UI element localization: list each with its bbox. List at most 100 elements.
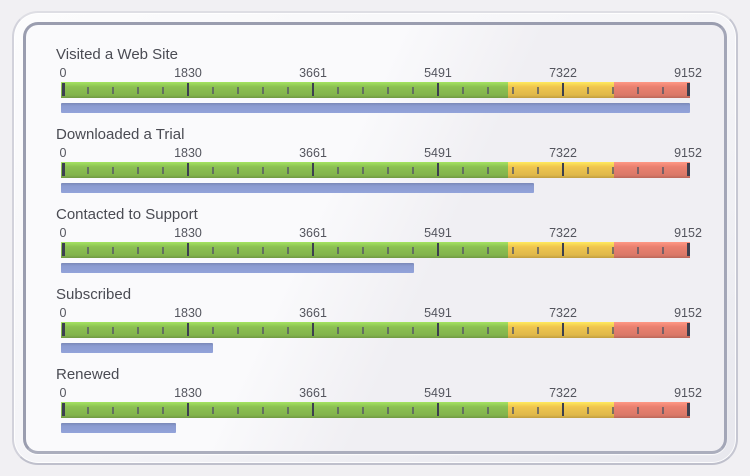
range-good bbox=[61, 82, 508, 98]
minor-tick bbox=[362, 327, 364, 334]
minor-tick bbox=[587, 327, 589, 334]
minor-tick bbox=[137, 247, 139, 254]
minor-tick bbox=[587, 407, 589, 414]
range-warning bbox=[507, 82, 615, 98]
axis-tick-label: 9152 bbox=[674, 226, 702, 240]
axis-tick-label: 0 bbox=[59, 66, 67, 80]
major-tick bbox=[436, 83, 439, 96]
minor-tick bbox=[462, 87, 464, 94]
range-warning bbox=[507, 322, 615, 338]
minor-tick bbox=[137, 87, 139, 94]
minor-tick bbox=[637, 407, 639, 414]
major-tick bbox=[562, 243, 565, 256]
minor-tick bbox=[112, 247, 114, 254]
range-critical bbox=[614, 82, 690, 98]
minor-tick bbox=[587, 87, 589, 94]
bullet-graph: Visited a Web Site 0 1830 3661 5491 7322 9152 bbox=[56, 45, 702, 113]
range-warning bbox=[507, 242, 615, 258]
minor-tick bbox=[387, 327, 389, 334]
measure-bar bbox=[61, 103, 690, 113]
major-tick bbox=[61, 323, 65, 336]
axis-tick-label: 5491 bbox=[424, 306, 452, 320]
major-tick bbox=[312, 323, 314, 336]
minor-tick bbox=[462, 167, 464, 174]
minor-tick bbox=[87, 87, 89, 94]
axis-tick-label: 1830 bbox=[174, 306, 202, 320]
minor-tick bbox=[612, 87, 614, 94]
major-tick bbox=[562, 403, 565, 416]
gauge-axis: 0 1830 3661 5491 7322 9152 bbox=[60, 145, 702, 160]
major-tick bbox=[686, 243, 690, 256]
range-critical bbox=[614, 242, 690, 258]
major-tick bbox=[186, 403, 189, 416]
minor-tick bbox=[112, 87, 114, 94]
minor-tick bbox=[362, 167, 364, 174]
minor-tick bbox=[287, 407, 289, 414]
gauge-scale bbox=[61, 242, 690, 258]
major-tick bbox=[61, 243, 65, 256]
minor-tick bbox=[487, 247, 489, 254]
axis-tick-label: 3661 bbox=[299, 226, 327, 240]
minor-tick bbox=[262, 407, 264, 414]
bullet-graph: Contacted to Support 0 1830 3661 5491 7322 915… bbox=[56, 205, 702, 273]
range-critical bbox=[614, 402, 690, 418]
axis-tick-label: 3661 bbox=[299, 306, 327, 320]
minor-tick bbox=[512, 167, 514, 174]
range-good bbox=[61, 322, 508, 338]
major-tick bbox=[686, 323, 690, 336]
major-tick bbox=[436, 403, 439, 416]
bullet-graph-list: Visited a Web Site 0 1830 3661 5491 7322 9152 D… bbox=[56, 45, 702, 433]
minor-tick bbox=[662, 407, 664, 414]
minor-tick bbox=[662, 167, 664, 174]
minor-tick bbox=[212, 167, 214, 174]
range-critical bbox=[614, 162, 690, 178]
axis-tick-label: 3661 bbox=[299, 146, 327, 160]
minor-tick bbox=[262, 327, 264, 334]
minor-tick bbox=[487, 407, 489, 414]
range-warning bbox=[507, 162, 615, 178]
minor-tick bbox=[212, 247, 214, 254]
bullet-graph: Renewed 0 1830 3661 5491 7322 9152 bbox=[56, 365, 702, 433]
minor-tick bbox=[287, 87, 289, 94]
axis-tick-label: 9152 bbox=[674, 306, 702, 320]
measure-bar bbox=[61, 263, 414, 273]
minor-tick bbox=[112, 407, 114, 414]
minor-tick bbox=[537, 247, 539, 254]
minor-tick bbox=[537, 167, 539, 174]
gauge-axis: 0 1830 3661 5491 7322 9152 bbox=[60, 225, 702, 240]
minor-tick bbox=[412, 167, 414, 174]
major-tick bbox=[686, 163, 690, 176]
axis-tick-label: 5491 bbox=[424, 146, 452, 160]
minor-tick bbox=[662, 247, 664, 254]
gauge-title: Visited a Web Site bbox=[56, 46, 179, 63]
minor-tick bbox=[412, 407, 414, 414]
minor-tick bbox=[512, 247, 514, 254]
minor-tick bbox=[637, 87, 639, 94]
minor-tick bbox=[137, 167, 139, 174]
minor-tick bbox=[87, 327, 89, 334]
major-tick bbox=[436, 243, 439, 256]
major-tick bbox=[312, 163, 314, 176]
minor-tick bbox=[162, 407, 164, 414]
chart-card: Visited a Web Site 0 1830 3661 5491 7322 9152 D… bbox=[12, 11, 738, 465]
minor-tick bbox=[287, 167, 289, 174]
minor-tick bbox=[162, 327, 164, 334]
axis-tick-label: 9152 bbox=[674, 146, 702, 160]
minor-tick bbox=[212, 407, 214, 414]
minor-tick bbox=[237, 87, 239, 94]
range-critical bbox=[614, 322, 690, 338]
major-tick bbox=[312, 243, 314, 256]
axis-tick-label: 7322 bbox=[549, 66, 577, 80]
minor-tick bbox=[512, 87, 514, 94]
major-tick bbox=[312, 83, 314, 96]
major-tick bbox=[562, 163, 565, 176]
minor-tick bbox=[337, 87, 339, 94]
bullet-graph: Subscribed 0 1830 3661 5491 7322 9152 bbox=[56, 285, 702, 353]
axis-tick-label: 9152 bbox=[674, 386, 702, 400]
range-good bbox=[61, 242, 508, 258]
minor-tick bbox=[287, 247, 289, 254]
range-good bbox=[61, 162, 508, 178]
minor-tick bbox=[537, 87, 539, 94]
minor-tick bbox=[137, 327, 139, 334]
